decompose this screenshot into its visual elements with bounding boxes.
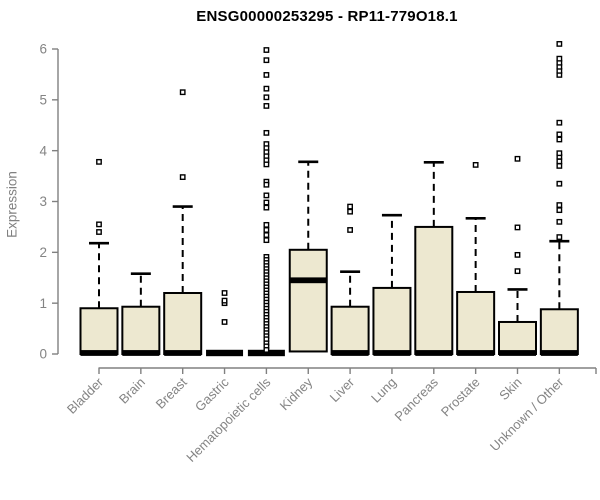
collapsed-box	[206, 349, 244, 357]
y-tick-label: 1	[39, 296, 47, 311]
box	[288, 248, 328, 353]
box	[163, 292, 203, 355]
outlier-point	[556, 41, 563, 47]
outlier-point	[221, 319, 228, 325]
outlier-point	[263, 237, 270, 244]
x-tick-label: Bladder	[64, 374, 107, 417]
x-tick-label: Liver	[327, 374, 358, 405]
outlier-point	[221, 297, 228, 304]
x-tick-label: Lung	[368, 375, 399, 406]
median-line	[331, 350, 369, 356]
median-line	[80, 350, 118, 356]
y-tick-label: 3	[39, 194, 47, 209]
outlier-point	[472, 162, 479, 168]
outlier-point	[263, 57, 270, 64]
outlier-point	[96, 229, 102, 235]
median-line	[164, 350, 202, 356]
outlier-point	[556, 234, 563, 240]
outlier-point	[556, 158, 563, 165]
outlier-point	[263, 85, 270, 92]
box	[539, 308, 579, 356]
median-line	[499, 350, 536, 356]
median-line	[289, 277, 327, 284]
x-tick-label: Pancreas	[391, 374, 441, 424]
outlier-point	[263, 192, 270, 199]
x-tick-label: Gastric	[192, 374, 232, 414]
box	[79, 307, 119, 356]
box	[456, 290, 496, 355]
outlier-point	[556, 55, 563, 62]
median-line	[457, 350, 495, 356]
median-line	[540, 350, 578, 356]
outlier-point	[179, 89, 186, 96]
outlier-point	[263, 227, 270, 233]
y-tick-label: 2	[39, 245, 47, 260]
y-tick-label: 0	[39, 347, 47, 362]
outlier-point	[221, 290, 228, 296]
outlier-point	[347, 203, 353, 210]
outlier-point	[263, 103, 270, 109]
outlier-point	[179, 174, 186, 181]
median-line	[373, 350, 411, 356]
outlier-point	[556, 131, 563, 138]
box	[330, 305, 370, 355]
outlier-point	[556, 207, 563, 214]
outlier-point	[556, 150, 563, 157]
outlier-point	[263, 347, 270, 353]
x-tick-label: Skin	[496, 375, 524, 403]
outlier-point	[263, 199, 270, 206]
median-line	[122, 350, 160, 356]
outlier-point	[556, 119, 563, 126]
box	[372, 286, 412, 356]
outlier-point	[263, 221, 270, 228]
x-tick-label: Kidney	[277, 374, 316, 413]
outlier-point	[263, 129, 270, 136]
outlier-point	[556, 202, 563, 208]
outlier-point	[263, 232, 270, 238]
y-tick-label: 6	[39, 42, 47, 57]
outlier-point	[556, 163, 563, 169]
chart-title: ENSG00000253295 - RP11-779O18.1	[196, 8, 458, 25]
outlier-point	[96, 158, 102, 165]
box	[414, 225, 454, 355]
outlier-point	[263, 181, 270, 188]
outlier-point	[263, 161, 270, 168]
x-tick-label: Brain	[116, 375, 148, 407]
y-tick-label: 5	[39, 92, 47, 107]
outlier-point	[556, 136, 563, 143]
outlier-point	[263, 47, 270, 53]
outlier-point	[514, 155, 521, 162]
box	[498, 320, 537, 356]
y-tick-label: 4	[39, 143, 47, 158]
outlier-point	[347, 208, 353, 215]
x-tick-label: Breast	[153, 374, 190, 411]
outlier-point	[556, 180, 563, 187]
outlier-point	[347, 227, 353, 233]
x-tick-label: Prostate	[438, 375, 483, 420]
outlier-point	[556, 218, 563, 225]
outlier-point	[514, 268, 521, 275]
outlier-point	[263, 94, 270, 101]
outlier-point	[263, 204, 270, 211]
outlier-point	[263, 72, 270, 78]
median-line	[415, 350, 453, 356]
box	[121, 305, 161, 355]
x-tick-label: Unknown / Other	[487, 374, 567, 454]
outlier-point	[514, 224, 521, 231]
outlier-point	[514, 251, 521, 258]
collapsed-box	[247, 349, 285, 357]
outlier-point	[96, 221, 102, 228]
